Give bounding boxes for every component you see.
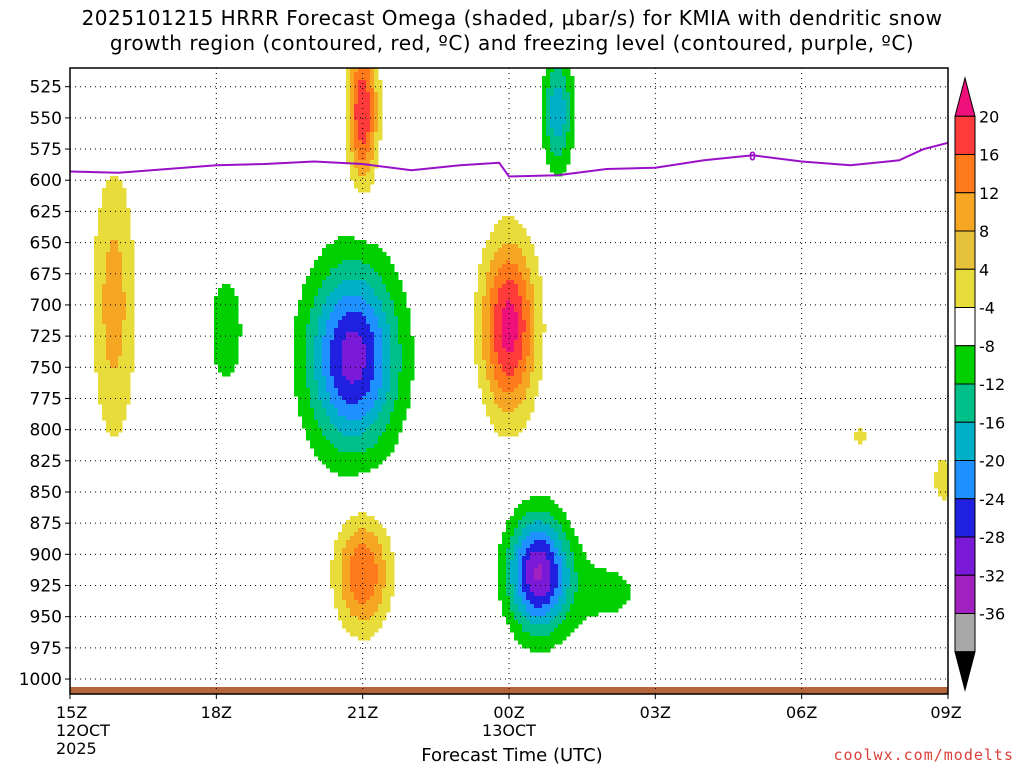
colorbar-segment — [954, 307, 976, 347]
x-axis-label: Forecast Time (UTC) — [421, 745, 603, 766]
x-tick-label: 21Z — [347, 703, 378, 722]
colorbar-segment — [954, 498, 976, 538]
colorbar-label: 12 — [979, 184, 999, 203]
x-tick-label: 06Z — [786, 703, 817, 722]
freezing-level-label: 0 — [749, 149, 756, 163]
x-tick-label: 15Z — [56, 703, 87, 722]
colorbar-segment — [954, 383, 976, 423]
colorbar-label: -8 — [979, 337, 995, 356]
x-tick-label: 09Z — [930, 703, 961, 722]
colorbar-label: -28 — [979, 528, 1005, 547]
y-axis: 525 550 575 600 625 650 675 700 725 750 775 800 825 8… — [19, 78, 70, 690]
x-tick-label: 00Z — [493, 703, 524, 722]
colorbar-segment — [954, 613, 976, 653]
colorbar-segment — [954, 192, 976, 232]
colorbar-label: -24 — [979, 490, 1005, 509]
colorbar-label: -36 — [979, 605, 1005, 624]
x-tick-label: 12OCT — [56, 721, 110, 740]
colorbar: 20 16 12 8 4 -4 -8 -12 -16 -20 -24 -28 -32 -36 — [954, 76, 1005, 692]
title-line-1: 2025101215 HRRR Forecast Omega (shaded, … — [81, 6, 943, 30]
y-tick-label: 650 — [30, 234, 62, 254]
colorbar-segment — [954, 154, 976, 194]
y-tick-label: 850 — [30, 483, 62, 503]
y-tick-label: 825 — [30, 452, 62, 472]
colorbar-arrow-bottom — [954, 651, 976, 692]
y-tick-label: 750 — [30, 358, 62, 378]
watermark: coolwx.com/modelts — [833, 746, 1014, 764]
colorbar-label: -12 — [979, 375, 1005, 394]
colorbar-label: 4 — [979, 260, 989, 279]
title-line-2: growth region (contoured, red, ºC) and f… — [109, 31, 915, 55]
y-tick-label: 875 — [30, 514, 62, 534]
y-tick-label: 950 — [30, 608, 62, 628]
x-tick-label: 2025 — [56, 739, 97, 758]
omega-shading — [94, 68, 948, 653]
x-tick-label: 03Z — [640, 703, 671, 722]
colorbar-label: 16 — [979, 146, 999, 165]
y-tick-label: 675 — [30, 265, 62, 285]
colorbar-segment — [954, 460, 976, 500]
y-tick-label: 1000 — [19, 670, 62, 690]
colorbar-segment — [954, 421, 976, 461]
colorbar-label: -20 — [979, 452, 1005, 471]
x-tick-label: 13OCT — [482, 721, 536, 740]
y-tick-label: 775 — [30, 389, 62, 409]
colorbar-label: -16 — [979, 413, 1005, 432]
colorbar-arrow-top — [954, 76, 976, 117]
y-tick-label: 725 — [30, 327, 62, 347]
colorbar-label: 20 — [979, 107, 999, 126]
colorbar-label: 8 — [979, 222, 989, 241]
y-tick-label: 625 — [30, 202, 62, 222]
y-tick-label: 575 — [30, 140, 62, 160]
y-tick-label: 700 — [30, 296, 62, 316]
colorbar-segment — [954, 268, 976, 308]
y-tick-label: 550 — [30, 109, 62, 129]
y-tick-label: 800 — [30, 421, 62, 441]
colorbar-segment — [954, 536, 976, 576]
freezing-level-line — [69, 141, 949, 178]
colorbar-segment — [954, 574, 976, 614]
colorbar-segment — [954, 345, 976, 385]
colorbar-segment — [954, 230, 976, 270]
y-tick-label: 975 — [30, 639, 62, 659]
chart-title: 2025101215 HRRR Forecast Omega (shaded, … — [0, 6, 1024, 56]
y-tick-label: 900 — [30, 545, 62, 565]
ground-bar — [70, 687, 948, 694]
y-tick-label: 925 — [30, 577, 62, 597]
x-tick-label: 18Z — [201, 703, 232, 722]
colorbar-label: -4 — [979, 299, 995, 318]
y-tick-label: 600 — [30, 171, 62, 191]
y-tick-label: 525 — [30, 78, 62, 98]
colorbar-segment — [954, 115, 976, 155]
colorbar-label: -32 — [979, 566, 1005, 585]
